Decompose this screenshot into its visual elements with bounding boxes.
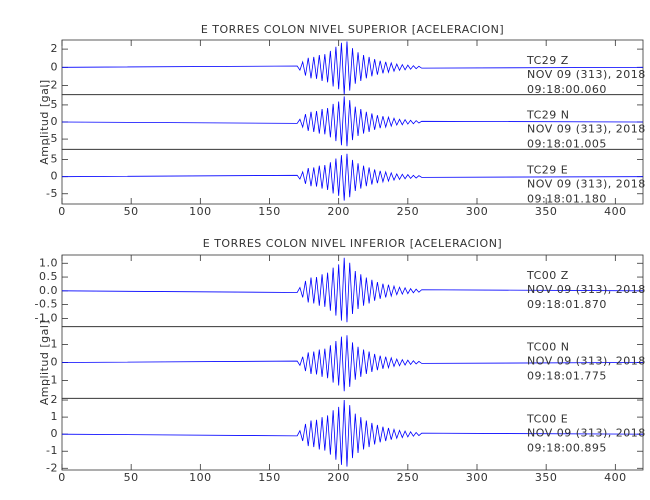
station-label: TC00 N xyxy=(526,341,569,354)
time-label: 09:18:01.180 xyxy=(527,192,607,205)
time-label: 09:18:01.775 xyxy=(527,370,607,383)
panel-title: E TORRES COLON NIVEL INFERIOR [ACELERACI… xyxy=(203,237,502,250)
x-tick-label: 350 xyxy=(535,205,558,218)
x-tick-label: 50 xyxy=(124,471,139,484)
date-label: NOV 09 (313), 2018 xyxy=(527,68,646,81)
x-tick-label: 0 xyxy=(58,471,66,484)
x-tick-label: 100 xyxy=(189,205,212,218)
x-tick-label: 100 xyxy=(189,471,212,484)
x-tick-label: 150 xyxy=(258,471,281,484)
y-tick-label: 0 xyxy=(51,427,59,440)
y-tick-label: 1 xyxy=(51,410,59,423)
station-label: TC29 Z xyxy=(526,54,569,67)
x-tick-label: 50 xyxy=(124,205,139,218)
date-label: NOV 09 (313), 2018 xyxy=(527,355,646,368)
y-tick-label: 2 xyxy=(51,42,59,55)
y-tick-label: -2 xyxy=(46,79,58,92)
y-tick-label: 1 xyxy=(51,338,59,351)
date-label: NOV 09 (313), 2018 xyxy=(527,123,646,136)
station-label: TC00 Z xyxy=(526,269,569,282)
y-tick-label: 5 xyxy=(51,98,59,111)
y-tick-label: -0.5 xyxy=(35,298,58,311)
y-tick-label: -5 xyxy=(46,132,58,145)
waveform xyxy=(61,400,644,467)
x-tick-label: 400 xyxy=(604,205,627,218)
y-tick-label: 0 xyxy=(51,60,59,73)
waveform xyxy=(61,153,644,201)
waveform xyxy=(61,41,644,95)
date-label: NOV 09 (313), 2018 xyxy=(527,283,646,296)
y-tick-label: 5 xyxy=(51,153,59,166)
x-tick-label: 200 xyxy=(327,205,350,218)
time-label: 09:18:00.060 xyxy=(527,83,607,96)
y-tick-label: -1 xyxy=(46,373,58,386)
y-tick-label: -1 xyxy=(46,444,58,457)
date-label: NOV 09 (313), 2018 xyxy=(527,426,646,439)
x-tick-label: 200 xyxy=(327,471,350,484)
x-tick-label: 250 xyxy=(397,205,420,218)
x-tick-label: 0 xyxy=(58,205,66,218)
time-label: 09:18:01.870 xyxy=(527,298,607,311)
x-tick-label: 400 xyxy=(604,471,627,484)
y-tick-label: -5 xyxy=(46,187,58,200)
station-label: TC29 E xyxy=(526,163,568,176)
y-tick-label: 0.0 xyxy=(39,284,58,297)
date-label: NOV 09 (313), 2018 xyxy=(527,177,646,190)
station-label: TC29 N xyxy=(526,109,569,122)
y-tick-label: -1.0 xyxy=(35,311,58,324)
station-label: TC00 E xyxy=(526,412,568,425)
x-tick-label: 300 xyxy=(466,471,489,484)
x-tick-label: 250 xyxy=(397,471,420,484)
y-tick-label: -2 xyxy=(46,461,58,474)
time-label: 09:18:01.005 xyxy=(527,138,607,151)
panel-title: E TORRES COLON NIVEL SUPERIOR [ACELERACI… xyxy=(201,23,504,36)
x-tick-label: 300 xyxy=(466,205,489,218)
y-tick-label: 2 xyxy=(51,393,59,406)
time-label: 09:18:00.895 xyxy=(527,441,607,454)
waveform xyxy=(61,257,644,323)
y-tick-label: 1.0 xyxy=(39,256,58,269)
waveform xyxy=(61,335,644,392)
waveform xyxy=(61,96,644,147)
y-tick-label: 0.5 xyxy=(39,270,58,283)
y-tick-label: 0 xyxy=(51,356,59,369)
y-tick-label: 0 xyxy=(51,115,59,128)
y-axis-label: Amplitud [gal] xyxy=(38,79,51,164)
y-tick-label: 0 xyxy=(51,170,59,183)
x-tick-label: 350 xyxy=(535,471,558,484)
y-axis-label: Amplitud [gal] xyxy=(38,320,51,405)
x-tick-label: 150 xyxy=(258,205,281,218)
